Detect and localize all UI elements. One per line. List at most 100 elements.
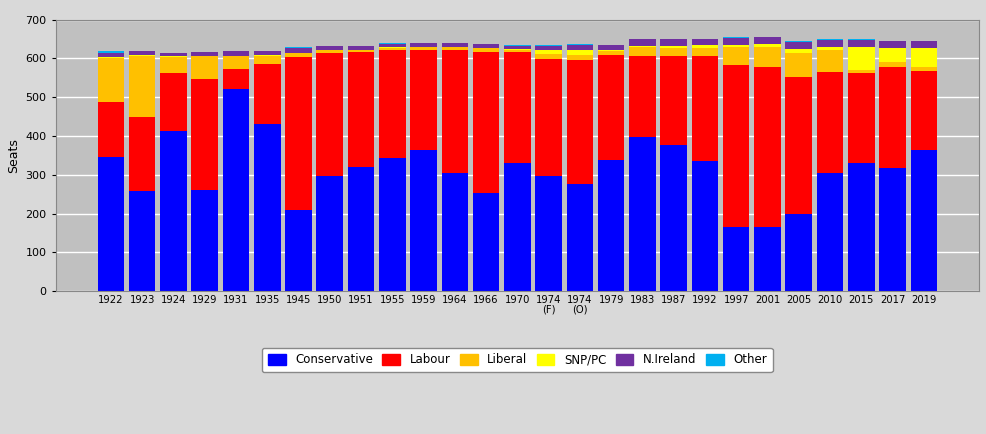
Bar [348, 46, 375, 49]
Bar [348, 50, 375, 52]
Bar [629, 46, 656, 47]
Bar [880, 48, 906, 62]
Bar [691, 56, 718, 161]
Bar [129, 56, 156, 117]
Bar [661, 46, 687, 48]
Bar [629, 56, 656, 137]
Bar [410, 150, 437, 291]
Bar [910, 150, 937, 291]
Bar [661, 145, 687, 291]
Bar [723, 65, 749, 227]
Bar [598, 45, 624, 49]
Bar [317, 176, 343, 291]
Bar [473, 48, 499, 52]
Bar [567, 49, 594, 55]
Bar [191, 79, 218, 191]
Bar [691, 39, 718, 45]
Bar [129, 191, 156, 291]
Bar [285, 48, 312, 53]
Bar [254, 64, 281, 124]
Bar [223, 69, 249, 89]
Bar [254, 56, 281, 64]
Bar [816, 50, 843, 72]
Bar [535, 45, 562, 46]
Bar [816, 72, 843, 173]
Bar [98, 102, 124, 158]
Bar [535, 176, 562, 291]
Bar [754, 44, 781, 47]
Bar [504, 163, 530, 291]
Bar [410, 43, 437, 47]
Bar [691, 48, 718, 56]
Bar [317, 46, 343, 50]
Bar [504, 49, 530, 52]
Bar [254, 51, 281, 55]
Bar [629, 39, 656, 46]
Bar [880, 62, 906, 66]
Bar [816, 47, 843, 50]
Bar [880, 168, 906, 291]
Bar [567, 184, 594, 291]
Bar [816, 173, 843, 291]
Bar [410, 47, 437, 49]
Bar [473, 52, 499, 193]
Bar [910, 67, 937, 71]
Bar [629, 47, 656, 56]
Bar [223, 89, 249, 291]
Bar [786, 49, 812, 53]
Bar [160, 53, 186, 56]
Bar [723, 38, 749, 45]
Bar [191, 191, 218, 291]
Bar [661, 48, 687, 56]
Bar [723, 47, 749, 65]
Bar [379, 158, 405, 291]
Bar [98, 51, 124, 53]
Bar [848, 47, 875, 70]
Bar [816, 40, 843, 47]
Bar [98, 53, 124, 57]
Bar [504, 52, 530, 163]
Bar [285, 47, 312, 48]
Bar [723, 227, 749, 291]
Bar [442, 43, 468, 47]
Bar [285, 57, 312, 210]
Bar [442, 47, 468, 50]
Bar [535, 50, 562, 54]
Bar [442, 173, 468, 291]
Bar [348, 167, 375, 291]
Bar [160, 56, 186, 57]
Bar [910, 48, 937, 67]
Bar [691, 161, 718, 291]
Bar [160, 132, 186, 291]
Bar [379, 48, 405, 50]
Bar [786, 41, 812, 42]
Bar [129, 51, 156, 55]
Bar [317, 50, 343, 53]
Bar [598, 51, 624, 55]
Bar [598, 160, 624, 291]
Bar [535, 59, 562, 176]
Bar [691, 45, 718, 48]
Bar [567, 60, 594, 184]
Legend: Conservative, Labour, Liberal, SNP/PC, N.Ireland, Other: Conservative, Labour, Liberal, SNP/PC, N… [262, 348, 773, 372]
Bar [317, 53, 343, 176]
Bar [98, 57, 124, 58]
Bar [754, 67, 781, 227]
Bar [442, 50, 468, 173]
Bar [786, 77, 812, 214]
Bar [535, 46, 562, 50]
Bar [598, 49, 624, 51]
Bar [129, 117, 156, 191]
Bar [754, 47, 781, 67]
Bar [160, 57, 186, 73]
Bar [661, 56, 687, 145]
Bar [535, 54, 562, 59]
Bar [98, 58, 124, 102]
Bar [786, 42, 812, 49]
Bar [786, 53, 812, 77]
Bar [754, 37, 781, 44]
Bar [379, 44, 405, 47]
Bar [254, 124, 281, 291]
Bar [160, 73, 186, 132]
Bar [567, 55, 594, 60]
